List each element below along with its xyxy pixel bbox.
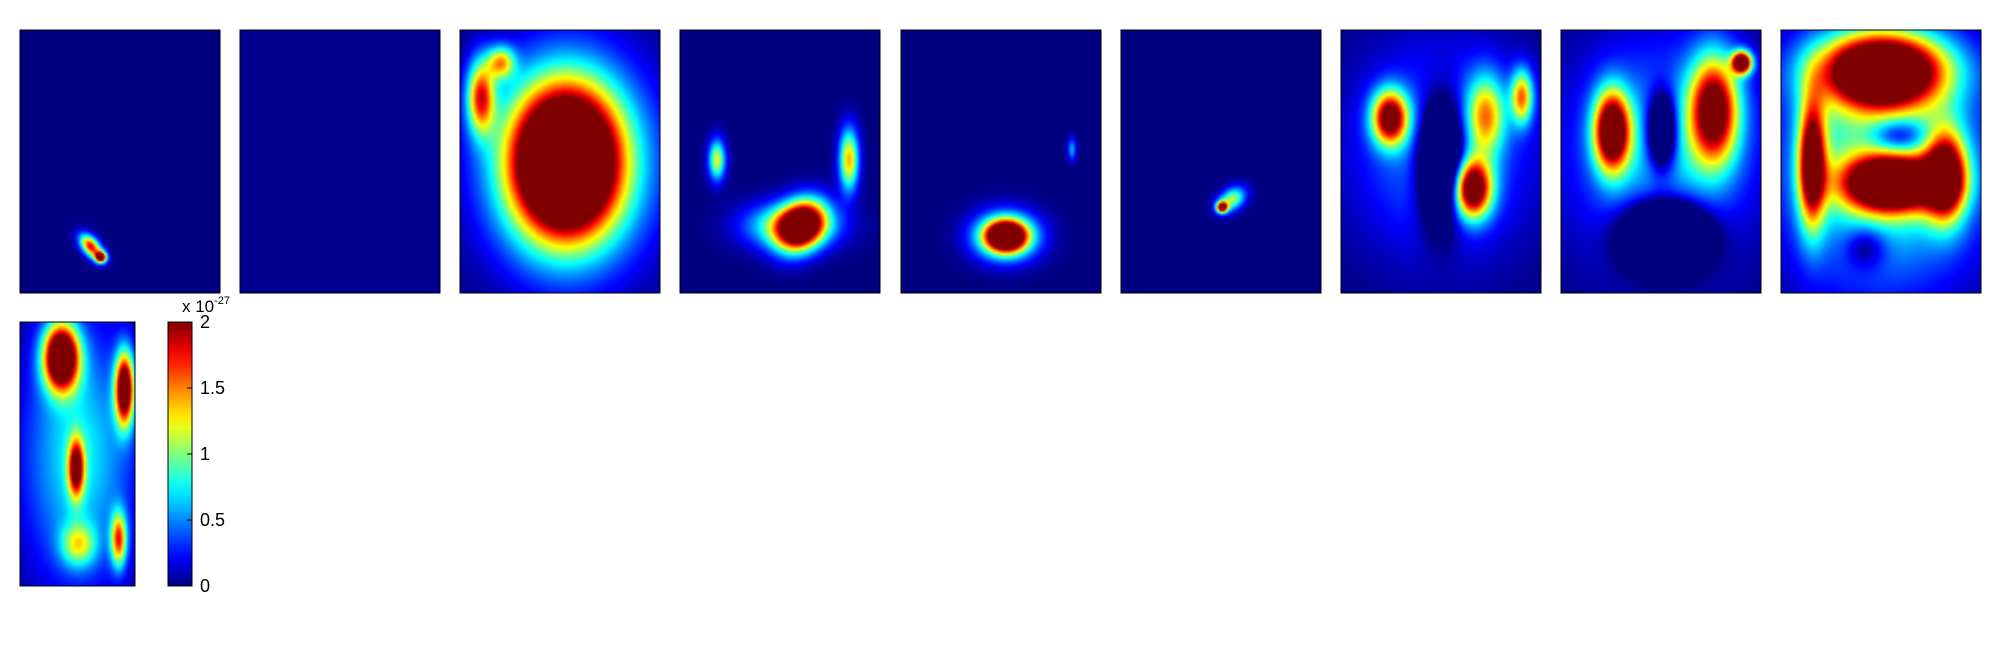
heatmap-panel-10-frame <box>19 321 136 587</box>
heatmap-panel-7-image <box>1341 30 1541 293</box>
heatmap-panel-1-image <box>20 30 220 293</box>
heatmap-panel-1-frame <box>19 29 221 294</box>
heatmap-panel-2 <box>239 29 441 294</box>
colorbar: 0 0.5 1 1.5 2 x 10-27 <box>167 295 230 596</box>
heatmap-panel-3-image <box>460 30 660 293</box>
heatmap-panel-8-frame <box>1560 29 1762 294</box>
heatmap-panel-4 <box>679 29 881 294</box>
heatmap-panel-3-frame <box>459 29 661 294</box>
colorbar-multiplier-exponent: -27 <box>214 295 230 307</box>
heatmap-panel-2-image <box>240 30 440 293</box>
heatmap-panel-2-frame <box>239 29 441 294</box>
heatmap-panel-9-frame <box>1780 29 1982 294</box>
colorbar-tick-label: 0.5 <box>200 510 225 530</box>
heatmap-panel-6 <box>1120 29 1322 294</box>
heatmap-panel-6-image <box>1121 30 1321 293</box>
colorbar-tick-label: 1 <box>200 444 210 464</box>
heatmap-panel-8-image <box>1561 30 1761 293</box>
heatmap-panel-3 <box>459 29 661 294</box>
heatmap-panel-8 <box>1560 29 1762 294</box>
colorbar-tick-label: 2 <box>200 312 210 332</box>
heatmap-panel-6-frame <box>1120 29 1322 294</box>
heatmap-panel-10 <box>19 321 136 587</box>
heatmap-panel-4-image <box>680 30 880 293</box>
heatmap-panel-7 <box>1340 29 1542 294</box>
colorbar-multiplier: x 10-27 <box>182 295 230 316</box>
heatmap-panel-5 <box>900 29 1102 294</box>
heatmap-panel-1 <box>19 29 221 294</box>
colorbar-multiplier-base: x 10 <box>182 297 214 316</box>
heatmap-panels <box>19 29 1982 587</box>
heatmap-panel-9 <box>1780 29 1982 294</box>
heatmap-panel-5-image <box>901 30 1101 293</box>
colorbar-tick-label: 1.5 <box>200 378 225 398</box>
heatmap-panel-7-frame <box>1340 29 1542 294</box>
colorbar-tick-label: 0 <box>200 576 210 596</box>
heatmap-panel-10-image <box>20 322 135 586</box>
heatmap-panel-9-image <box>1781 30 1981 293</box>
heatmap-panel-4-frame <box>679 29 881 294</box>
heatmap-panel-5-frame <box>900 29 1102 294</box>
colorbar-ticks: 0 0.5 1 1.5 2 <box>187 312 225 596</box>
